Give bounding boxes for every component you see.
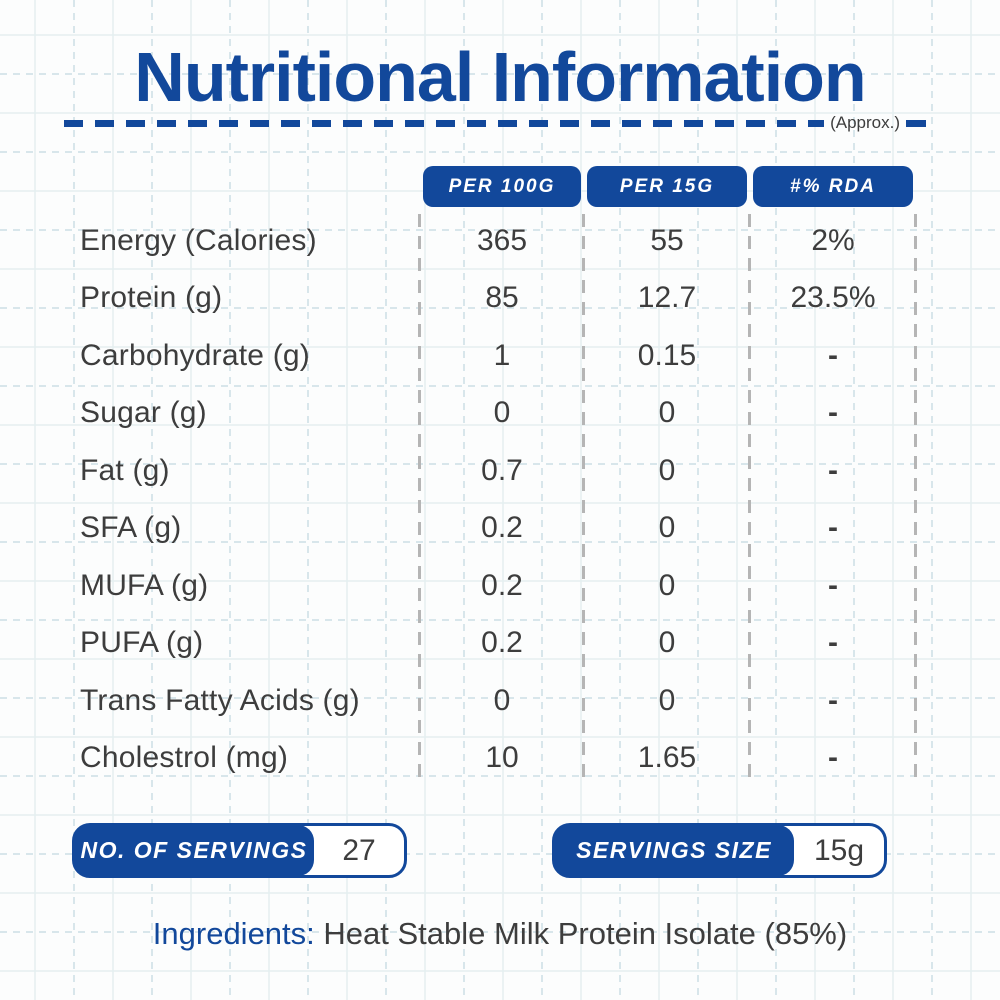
row-value-per_15g: 0 — [658, 453, 676, 487]
row-value-rda: 2% — [811, 223, 855, 257]
servings-size-label: SERVINGS SIZE — [554, 825, 794, 876]
table-row: Cholestrol (mg) 10 1.65 - — [80, 730, 916, 788]
title-underline: (Approx.) — [64, 113, 926, 132]
servings-size-badge: SERVINGS SIZE 15g — [552, 823, 887, 878]
row-value-per_100g: 0.2 — [481, 626, 523, 660]
row-value-per_15g: 0.15 — [637, 338, 697, 372]
row-value-per_100g: 0 — [493, 683, 511, 717]
ingredients-value: Heat Stable Milk Protein Isolate (85%) — [323, 916, 848, 951]
row-label: PUFA (g) — [80, 626, 204, 660]
row-label: Sugar (g) — [80, 396, 207, 430]
table-body: Energy (Calories) 365 55 2% Protein (g) 85 12.… — [80, 212, 916, 787]
row-value-per_15g: 55 — [650, 223, 684, 257]
row-value-rda: - — [828, 568, 838, 602]
row-label: Fat (g) — [80, 453, 170, 487]
row-value-per_15g: 12.7 — [637, 281, 697, 315]
row-label: Cholestrol (mg) — [80, 741, 289, 775]
column-header-badge-3: #% RDA — [753, 166, 913, 207]
page-title: Nutritional Information — [134, 38, 866, 116]
row-value-per_15g: 0 — [658, 568, 676, 602]
servings-count-value: 27 — [342, 833, 376, 867]
row-value-per_100g: 0.2 — [481, 568, 523, 602]
table-row: Protein (g) 85 12.7 23.5% — [80, 270, 916, 328]
row-value-per_100g: 1 — [493, 338, 511, 372]
column-separator — [418, 214, 421, 779]
row-value-per_100g: 365 — [476, 223, 528, 257]
row-value-per_15g: 1.65 — [637, 741, 697, 775]
row-value-per_15g: 0 — [658, 626, 676, 660]
column-separator — [748, 214, 751, 779]
row-label: Trans Fatty Acids (g) — [80, 683, 360, 717]
row-value-per_100g: 0.7 — [481, 453, 523, 487]
row-value-rda: - — [828, 741, 838, 775]
row-value-per_100g: 0 — [493, 396, 511, 430]
row-value-rda: - — [828, 338, 838, 372]
table-row: Sugar (g) 0 0 - — [80, 385, 916, 443]
table-row: Fat (g) 0.7 0 - — [80, 442, 916, 500]
table-row: MUFA (g) 0.2 0 - — [80, 557, 916, 615]
nutrition-table: PER 100G PER 15G #% RDA Energy (Calories) 3… — [80, 166, 917, 787]
row-label: SFA (g) — [80, 511, 182, 545]
row-label: MUFA (g) — [80, 568, 209, 602]
title-dash-end — [906, 119, 926, 127]
row-value-per_15g: 0 — [658, 683, 676, 717]
servings-size-value: 15g — [813, 833, 865, 867]
row-value-per_15g: 0 — [658, 511, 676, 545]
table-row: Trans Fatty Acids (g) 0 0 - — [80, 672, 916, 730]
table-row: SFA (g) 0.2 0 - — [80, 500, 916, 558]
row-value-per_15g: 0 — [658, 396, 676, 430]
column-separator — [914, 214, 917, 779]
row-value-rda: - — [828, 626, 838, 660]
servings-count-badge: NO. OF SERVINGS 27 — [72, 823, 407, 878]
row-label: Energy (Calories) — [80, 223, 317, 257]
row-label: Carbohydrate (g) — [80, 338, 310, 372]
header-spacer — [80, 166, 420, 212]
ingredients-line: Ingredients: Heat Stable Milk Protein Is… — [0, 916, 1000, 952]
ingredients-label: Ingredients: — [152, 916, 315, 951]
approx-label: (Approx.) — [830, 113, 900, 132]
column-header-badge-1: PER 100G — [423, 166, 581, 207]
title-dashed-line — [64, 119, 825, 127]
table-row: PUFA (g) 0.2 0 - — [80, 615, 916, 673]
table-row: Carbohydrate (g) 1 0.15 - — [80, 327, 916, 385]
table-row: Energy (Calories) 365 55 2% — [80, 212, 916, 270]
row-value-rda: - — [828, 396, 838, 430]
table-header-row: PER 100G PER 15G #% RDA — [80, 166, 916, 212]
servings-count-label: NO. OF SERVINGS — [74, 825, 314, 876]
row-value-per_100g: 10 — [485, 741, 519, 775]
row-value-rda: 23.5% — [790, 281, 876, 315]
row-value-rda: - — [828, 683, 838, 717]
row-label: Protein (g) — [80, 281, 223, 315]
row-value-per_100g: 85 — [485, 281, 519, 315]
row-value-per_100g: 0.2 — [481, 511, 523, 545]
row-value-rda: - — [828, 511, 838, 545]
column-header-badge-2: PER 15G — [587, 166, 747, 207]
row-value-rda: - — [828, 453, 838, 487]
column-separator — [582, 214, 585, 779]
